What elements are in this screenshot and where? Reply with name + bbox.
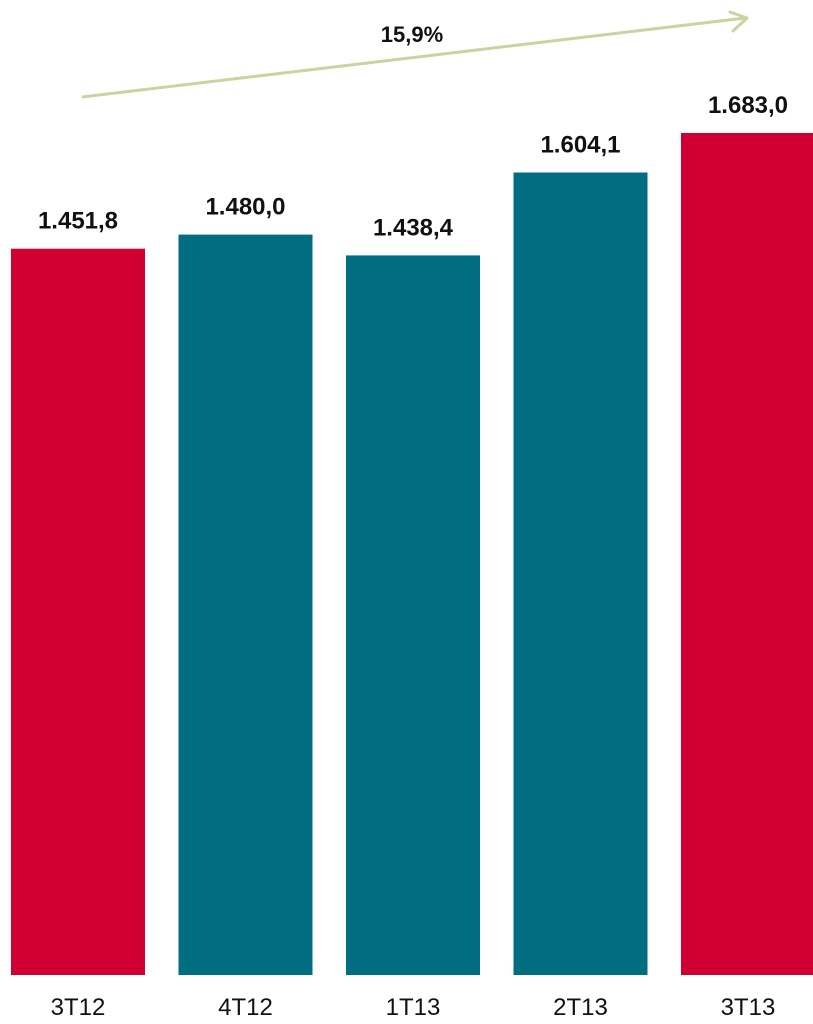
- trend-arrow-line: [81, 16, 746, 99]
- bar-2t13: [513, 172, 648, 975]
- trend-arrow: 15,9%: [81, 10, 749, 99]
- trend-percentage-label: 15,9%: [381, 22, 443, 47]
- bar-3t13: [681, 133, 813, 975]
- value-labels-group: 1.451,8 1.480,0 1.438,4 1.604,1 1.683,0: [38, 92, 788, 241]
- value-label-2t13: 1.604,1: [540, 132, 620, 159]
- x-axis-tick-labels: 3T12 4T12 1T13 2T13 3T13: [51, 994, 776, 1021]
- bar-1t13: [346, 255, 480, 975]
- value-label-4t12: 1.480,0: [205, 194, 285, 221]
- x-tick-label-1t13: 1T13: [386, 994, 441, 1021]
- bars-group: [11, 133, 813, 976]
- x-tick-label-3t13: 3T13: [721, 994, 776, 1021]
- x-tick-label-2t13: 2T13: [553, 994, 608, 1021]
- x-tick-label-4t12: 4T12: [218, 994, 273, 1021]
- value-label-3t12: 1.451,8: [38, 208, 118, 235]
- bar-4t12: [178, 234, 313, 976]
- value-label-1t13: 1.438,4: [373, 214, 454, 241]
- bar-3t12: [11, 248, 145, 975]
- x-tick-label-3t12: 3T12: [51, 994, 106, 1021]
- trend-arrow-head: [728, 10, 749, 33]
- value-label-3t13: 1.683,0: [708, 92, 788, 119]
